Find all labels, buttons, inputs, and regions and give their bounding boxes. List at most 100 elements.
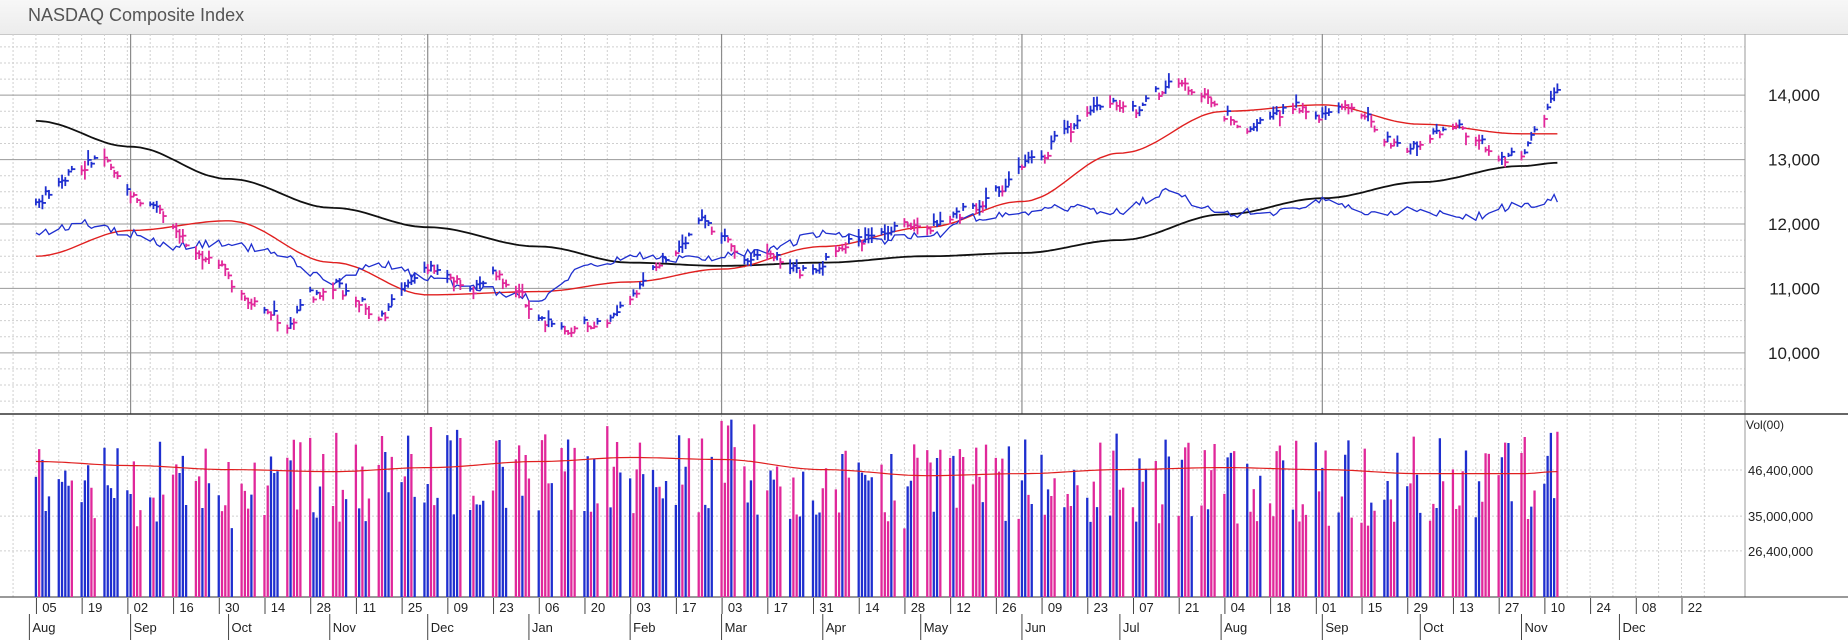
price-bar bbox=[570, 327, 575, 338]
x-axis-day-label: 09 bbox=[454, 600, 468, 615]
price-axis-label: 10,000 bbox=[1768, 344, 1820, 363]
price-bar bbox=[472, 286, 477, 300]
price-bar bbox=[583, 316, 588, 325]
x-axis-month-label: Feb bbox=[633, 620, 655, 635]
x-axis: 05 19 02 16 30 14 28 11 25 09 23 06 20 03 17 03 17 31 14 28… bbox=[28, 598, 1702, 640]
price-bar bbox=[684, 236, 690, 250]
x-axis-day-label: 30 bbox=[225, 600, 239, 615]
price-bar bbox=[384, 311, 389, 322]
grid bbox=[0, 34, 1848, 598]
x-axis-day-label: 09 bbox=[1048, 600, 1062, 615]
price-bar bbox=[492, 266, 497, 275]
ma50-line bbox=[35, 104, 1558, 296]
price-bar bbox=[1021, 164, 1026, 171]
x-axis-month-label: May bbox=[924, 620, 949, 635]
price-bar bbox=[1138, 106, 1143, 117]
price-bar bbox=[332, 282, 337, 300]
volume-axis-label: 35,000,000 bbox=[1748, 509, 1813, 524]
axis-labels: 14,000 13,000 12,000 11,000 10,000 Vol(00) 46,… bbox=[28, 86, 1820, 640]
price-bar bbox=[1230, 116, 1235, 126]
price-bar bbox=[1556, 83, 1561, 94]
price-bar bbox=[1458, 119, 1463, 129]
stock-chart: 14,000 13,000 12,000 11,000 10,000 Vol(00) 46,… bbox=[0, 34, 1848, 640]
price-bar bbox=[1527, 141, 1532, 147]
price-bar bbox=[547, 310, 553, 328]
index-title: NASDAQ Composite Index bbox=[28, 5, 245, 25]
relative-strength-line bbox=[35, 187, 1558, 302]
price-bar bbox=[273, 300, 278, 316]
price-bar bbox=[253, 297, 259, 307]
price-bar bbox=[1167, 73, 1173, 89]
price-bar bbox=[1184, 77, 1189, 91]
price-bar bbox=[710, 226, 716, 235]
price-bar bbox=[985, 187, 990, 209]
price-bar bbox=[1122, 101, 1127, 113]
price-bar bbox=[1154, 86, 1160, 93]
x-axis-day-label: 03 bbox=[636, 600, 650, 615]
price-bar bbox=[1292, 103, 1297, 114]
x-axis-day-label: 02 bbox=[134, 600, 148, 615]
price-bar bbox=[593, 321, 598, 329]
price-bar bbox=[1429, 134, 1434, 144]
price-bar bbox=[1481, 134, 1486, 145]
price-bar bbox=[658, 262, 664, 269]
price-bar bbox=[338, 278, 344, 288]
price-bar bbox=[596, 317, 601, 325]
price-bar bbox=[1099, 104, 1104, 110]
x-axis-day-label: 29 bbox=[1414, 600, 1428, 615]
price-bar bbox=[159, 204, 164, 214]
price-bar bbox=[67, 169, 73, 176]
x-axis-day-label: 04 bbox=[1231, 600, 1245, 615]
price-bar bbox=[1132, 100, 1137, 112]
x-axis-day-label: 14 bbox=[271, 600, 285, 615]
price-bar bbox=[1327, 108, 1333, 116]
price-bar bbox=[70, 165, 76, 171]
price-bar bbox=[661, 252, 667, 263]
price-bar bbox=[955, 207, 961, 219]
price-bar bbox=[390, 294, 396, 307]
x-axis-day-label: 18 bbox=[1276, 600, 1290, 615]
price-bar bbox=[341, 290, 347, 300]
price-bar bbox=[312, 296, 317, 303]
price-bar bbox=[1510, 147, 1516, 156]
price-bar bbox=[110, 163, 115, 171]
price-bar bbox=[619, 301, 624, 309]
price-bar bbox=[103, 148, 108, 167]
price-bar bbox=[1409, 143, 1414, 155]
price-bar bbox=[1520, 151, 1525, 161]
price-bar bbox=[1438, 131, 1444, 139]
price-bar bbox=[629, 295, 634, 306]
price-bar bbox=[1487, 145, 1493, 156]
x-axis-month-label: Apr bbox=[826, 620, 847, 635]
price-bar bbox=[48, 189, 53, 199]
price-bar bbox=[795, 259, 801, 274]
price-bar bbox=[834, 245, 840, 258]
x-axis-day-label: 03 bbox=[728, 600, 742, 615]
price-bar bbox=[1112, 97, 1117, 103]
price-bar bbox=[825, 252, 830, 261]
x-axis-day-label: 23 bbox=[499, 600, 513, 615]
price-bar bbox=[240, 290, 246, 301]
price-bar bbox=[890, 226, 895, 236]
price-bar bbox=[1419, 140, 1424, 150]
price-bar bbox=[208, 250, 213, 265]
price-bar bbox=[521, 283, 526, 298]
price-bar bbox=[1396, 135, 1401, 147]
price-bar bbox=[361, 297, 366, 302]
price-bar bbox=[1546, 103, 1552, 110]
price-bar bbox=[83, 160, 89, 180]
price-bar bbox=[893, 221, 899, 232]
price-bar bbox=[1523, 149, 1529, 155]
price-bar bbox=[1278, 110, 1284, 127]
x-axis-day-label: 10 bbox=[1551, 600, 1565, 615]
x-axis-day-label: 21 bbox=[1185, 600, 1199, 615]
price-bar bbox=[230, 280, 236, 293]
price-axis-label: 11,000 bbox=[1769, 279, 1820, 298]
price-bar bbox=[541, 316, 546, 321]
price-bar bbox=[354, 296, 360, 308]
price-bar bbox=[688, 232, 693, 237]
x-axis-day-label: 17 bbox=[682, 600, 696, 615]
price-bar bbox=[299, 298, 304, 311]
price-bar bbox=[90, 161, 95, 168]
volume-average-line bbox=[35, 456, 1558, 477]
